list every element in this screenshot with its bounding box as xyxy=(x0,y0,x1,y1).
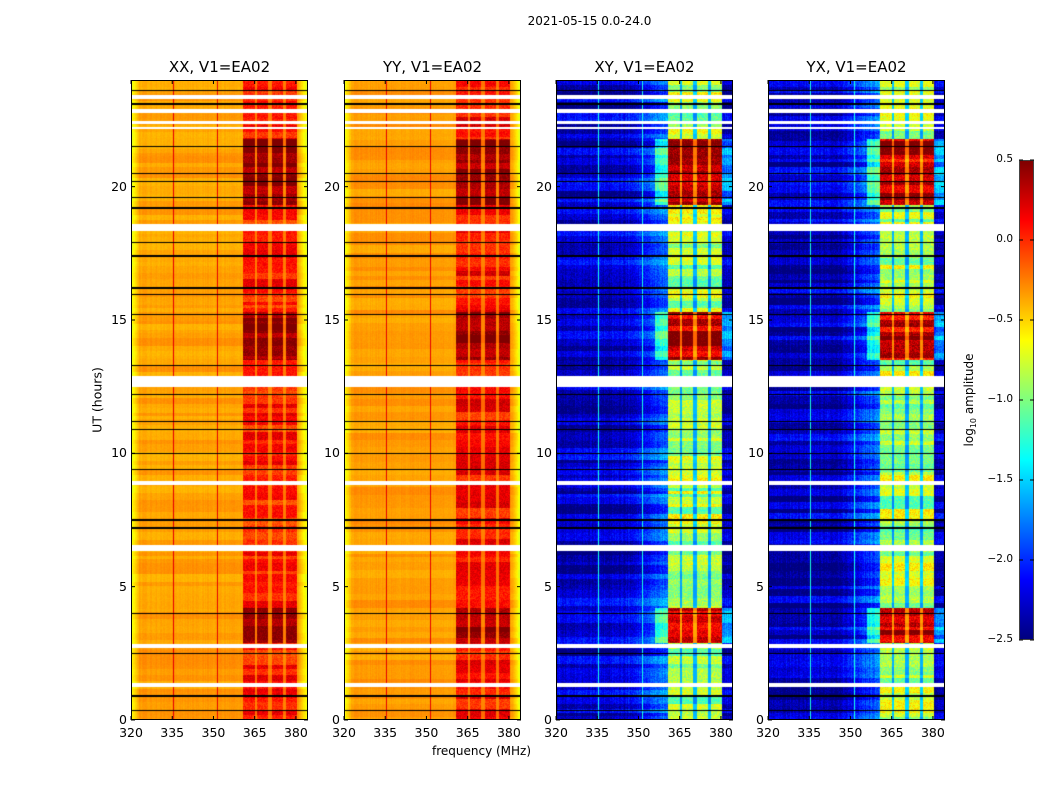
panel-title: XX, V1=EA02 xyxy=(168,58,271,76)
panel-title: YX, V1=EA02 xyxy=(806,58,907,76)
y-tick-label: 20 xyxy=(324,178,340,194)
y-tick-label: 0 xyxy=(544,712,552,727)
x-tick-label: 380 xyxy=(496,725,521,740)
y-tick-label: 10 xyxy=(536,445,552,461)
y-tick-label: 5 xyxy=(544,578,552,594)
x-tick-label: 380 xyxy=(708,725,733,740)
waterfall-panel-xy xyxy=(555,80,733,721)
x-tick-label: 365 xyxy=(455,725,480,740)
y-tick-label: 15 xyxy=(324,312,340,327)
axes-frame xyxy=(343,80,521,721)
heatmap-image xyxy=(556,80,733,720)
y-tick-label: 5 xyxy=(756,578,764,594)
panel-title: YY, V1=EA02 xyxy=(382,58,483,76)
figure-title: 2021-05-15 0.0-24.0 xyxy=(527,14,652,28)
y-tick-label: 5 xyxy=(332,578,340,594)
panel-title: XY, V1=EA02 xyxy=(594,58,695,76)
waterfall-panel-xx xyxy=(130,80,308,721)
colorbar-ticks xyxy=(1019,159,1034,641)
y-tick-label: 20 xyxy=(111,178,127,194)
axes-frame xyxy=(767,80,945,721)
x-tick-label: 320 xyxy=(544,725,568,740)
x-tick-label: 335 xyxy=(373,725,398,740)
waterfall-panel-yx xyxy=(767,80,945,721)
axes-frame xyxy=(130,80,308,721)
y-axis-label: UT (hours) xyxy=(89,367,105,433)
heatmap-image xyxy=(131,80,308,720)
colorbar-label-text: amplitude xyxy=(961,353,976,418)
colorbar-tick-label: 0.5 xyxy=(996,153,1013,165)
y-tick-label: 0 xyxy=(756,712,764,727)
x-axis-label: frequency (MHz) xyxy=(432,744,532,758)
x-tick-label: 365 xyxy=(879,725,904,740)
colorbar-label-log: log xyxy=(961,428,976,447)
heatmap-image xyxy=(344,80,521,720)
colorbar-tick-label: −2.0 xyxy=(987,553,1014,565)
x-tick-label: 380 xyxy=(920,725,945,740)
y-tick-label: 15 xyxy=(111,312,127,327)
waterfall-panel-yy xyxy=(343,80,521,721)
x-tick-label: 335 xyxy=(160,725,185,740)
colorbar-label-sub: 10 xyxy=(969,417,979,429)
y-tick-label: 20 xyxy=(748,178,764,194)
x-tick-label: 335 xyxy=(585,725,610,740)
y-tick-label: 15 xyxy=(748,312,764,327)
y-tick-label: 15 xyxy=(536,312,552,327)
colorbar-tick-label: −1.5 xyxy=(987,473,1014,485)
x-tick-label: 350 xyxy=(626,725,651,740)
y-tick-label: 0 xyxy=(332,712,340,727)
colorbar-tick-label: −2.5 xyxy=(987,633,1014,645)
x-tick-label: 350 xyxy=(414,725,439,740)
colorbar-tick-label: −0.5 xyxy=(987,313,1014,325)
x-tick-label: 350 xyxy=(201,725,226,740)
y-tick-label: 5 xyxy=(119,578,127,594)
x-tick-label: 365 xyxy=(667,725,692,740)
x-tick-label: 365 xyxy=(242,725,267,740)
x-tick-label: 320 xyxy=(332,725,356,740)
axes-frame xyxy=(555,80,733,721)
colorbar-label: log10 amplitude xyxy=(962,354,978,447)
y-tick-label: 10 xyxy=(748,445,764,461)
x-tick-label: 380 xyxy=(283,725,308,740)
y-tick-label: 0 xyxy=(119,712,127,727)
heatmap-image xyxy=(768,80,945,720)
x-tick-label: 320 xyxy=(756,725,780,740)
y-tick-label: 10 xyxy=(111,445,127,461)
colorbar-tick-label: −1.0 xyxy=(987,393,1014,405)
y-tick-label: 10 xyxy=(324,445,340,461)
x-tick-label: 335 xyxy=(797,725,822,740)
x-tick-label: 350 xyxy=(838,725,863,740)
x-tick-label: 320 xyxy=(119,725,143,740)
y-tick-label: 20 xyxy=(536,178,552,194)
colorbar-tick-label: 0.0 xyxy=(996,233,1013,245)
